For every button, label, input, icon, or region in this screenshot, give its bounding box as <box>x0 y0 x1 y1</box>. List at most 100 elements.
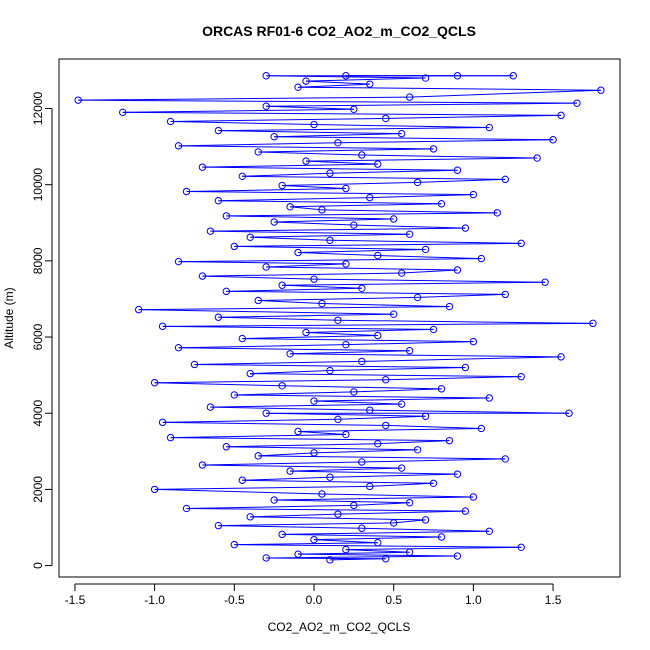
series-line-segment <box>266 263 346 268</box>
data-point <box>461 507 470 515</box>
series-line-segment <box>329 367 466 372</box>
data-point <box>342 430 350 439</box>
data-point <box>429 479 438 487</box>
x-tick-label: 1.0 <box>465 593 482 607</box>
data-point <box>366 80 374 88</box>
series-line-segment <box>258 148 434 153</box>
series-line-segment <box>290 353 562 358</box>
series-line-segment <box>298 431 346 436</box>
data-point <box>294 83 302 91</box>
data-point <box>166 433 175 442</box>
series-line-segment <box>186 507 466 512</box>
series-line-segment <box>298 551 410 555</box>
data-point <box>382 421 390 430</box>
series-line-segment <box>337 510 466 515</box>
data-point <box>119 108 127 117</box>
data-point <box>453 72 462 80</box>
data-point <box>350 501 358 510</box>
series-line-segment <box>226 290 506 295</box>
data-point <box>262 263 270 271</box>
data-point <box>302 77 310 85</box>
data-point <box>382 555 390 563</box>
data-point <box>485 123 494 132</box>
series-line-segment <box>242 479 434 484</box>
y-tick-label: 10000 <box>31 168 45 202</box>
data-point <box>557 111 565 120</box>
data-point <box>597 86 605 94</box>
data-point <box>374 331 382 340</box>
data-point <box>262 409 270 417</box>
data-point <box>397 129 406 138</box>
series-line-segment <box>385 424 482 429</box>
data-point <box>294 550 302 558</box>
series-line-segment <box>313 449 418 454</box>
x-axis: -1.5 -1.0 -0.5 0.0 0.5 1.0 1.5 <box>65 583 562 607</box>
data-point <box>421 516 430 524</box>
data-point <box>214 521 223 530</box>
data-point <box>326 366 334 375</box>
data-point <box>549 136 557 144</box>
series-line-segment <box>218 313 394 318</box>
data-point <box>469 337 478 346</box>
series-line-segment <box>369 194 474 199</box>
series-line-segment <box>226 215 394 220</box>
data-point <box>310 535 318 544</box>
data-point <box>206 403 215 411</box>
data-point <box>342 184 350 193</box>
data-point <box>278 382 286 390</box>
data-point <box>222 443 231 451</box>
data-point <box>310 275 318 283</box>
series-line-segment <box>194 360 362 365</box>
data-point <box>405 548 414 556</box>
data-point <box>270 496 278 504</box>
data-point <box>389 519 398 527</box>
series-line-segment <box>250 516 426 521</box>
series-line-segment <box>282 181 418 186</box>
data-point <box>493 209 501 217</box>
series-line-segment <box>361 458 506 463</box>
data-point <box>254 452 262 460</box>
data-point <box>453 470 462 478</box>
series-line-segment <box>298 83 370 88</box>
series-line-segment <box>78 96 410 101</box>
data-point <box>222 212 231 220</box>
data-point <box>286 467 294 475</box>
data-point <box>294 427 302 436</box>
y-axis-label: Altitude (m) <box>2 287 16 348</box>
y-tick-label: 12000 <box>31 92 45 126</box>
series-line-segment <box>202 464 402 469</box>
series-line-segment <box>170 437 450 442</box>
series-line-segment <box>290 470 458 475</box>
series-line-segment <box>234 391 354 396</box>
series-line-segment <box>258 455 506 460</box>
data-point <box>326 236 334 245</box>
data-point <box>198 163 207 171</box>
data-point <box>278 530 286 539</box>
series-line-segment <box>170 434 346 439</box>
series-line-segment <box>298 427 482 432</box>
series-line-segment <box>162 418 338 423</box>
series-line-segment <box>337 319 593 324</box>
series-line-segment <box>78 99 577 104</box>
data-point <box>222 287 231 296</box>
series-line-segment <box>250 513 338 518</box>
data-point <box>397 400 406 408</box>
series-line-segment <box>258 151 362 156</box>
series-line-segment <box>266 266 458 271</box>
y-tick-label: 2000 <box>31 476 45 503</box>
series-line-segment <box>313 539 378 544</box>
x-tick-label: 1.5 <box>545 593 562 607</box>
data-point <box>158 322 167 331</box>
data-point <box>413 178 422 187</box>
data-point <box>501 290 509 299</box>
data-point <box>429 145 438 153</box>
series-line-segment <box>274 136 554 141</box>
series-line-segment <box>274 221 354 226</box>
data-point <box>501 455 509 463</box>
data-point <box>214 126 223 135</box>
series-line-segment <box>377 255 482 260</box>
series-line-segment <box>178 142 338 147</box>
series-line-segment <box>162 322 593 327</box>
series-line-segment <box>274 496 474 501</box>
x-tick-label: 0.5 <box>385 593 402 607</box>
